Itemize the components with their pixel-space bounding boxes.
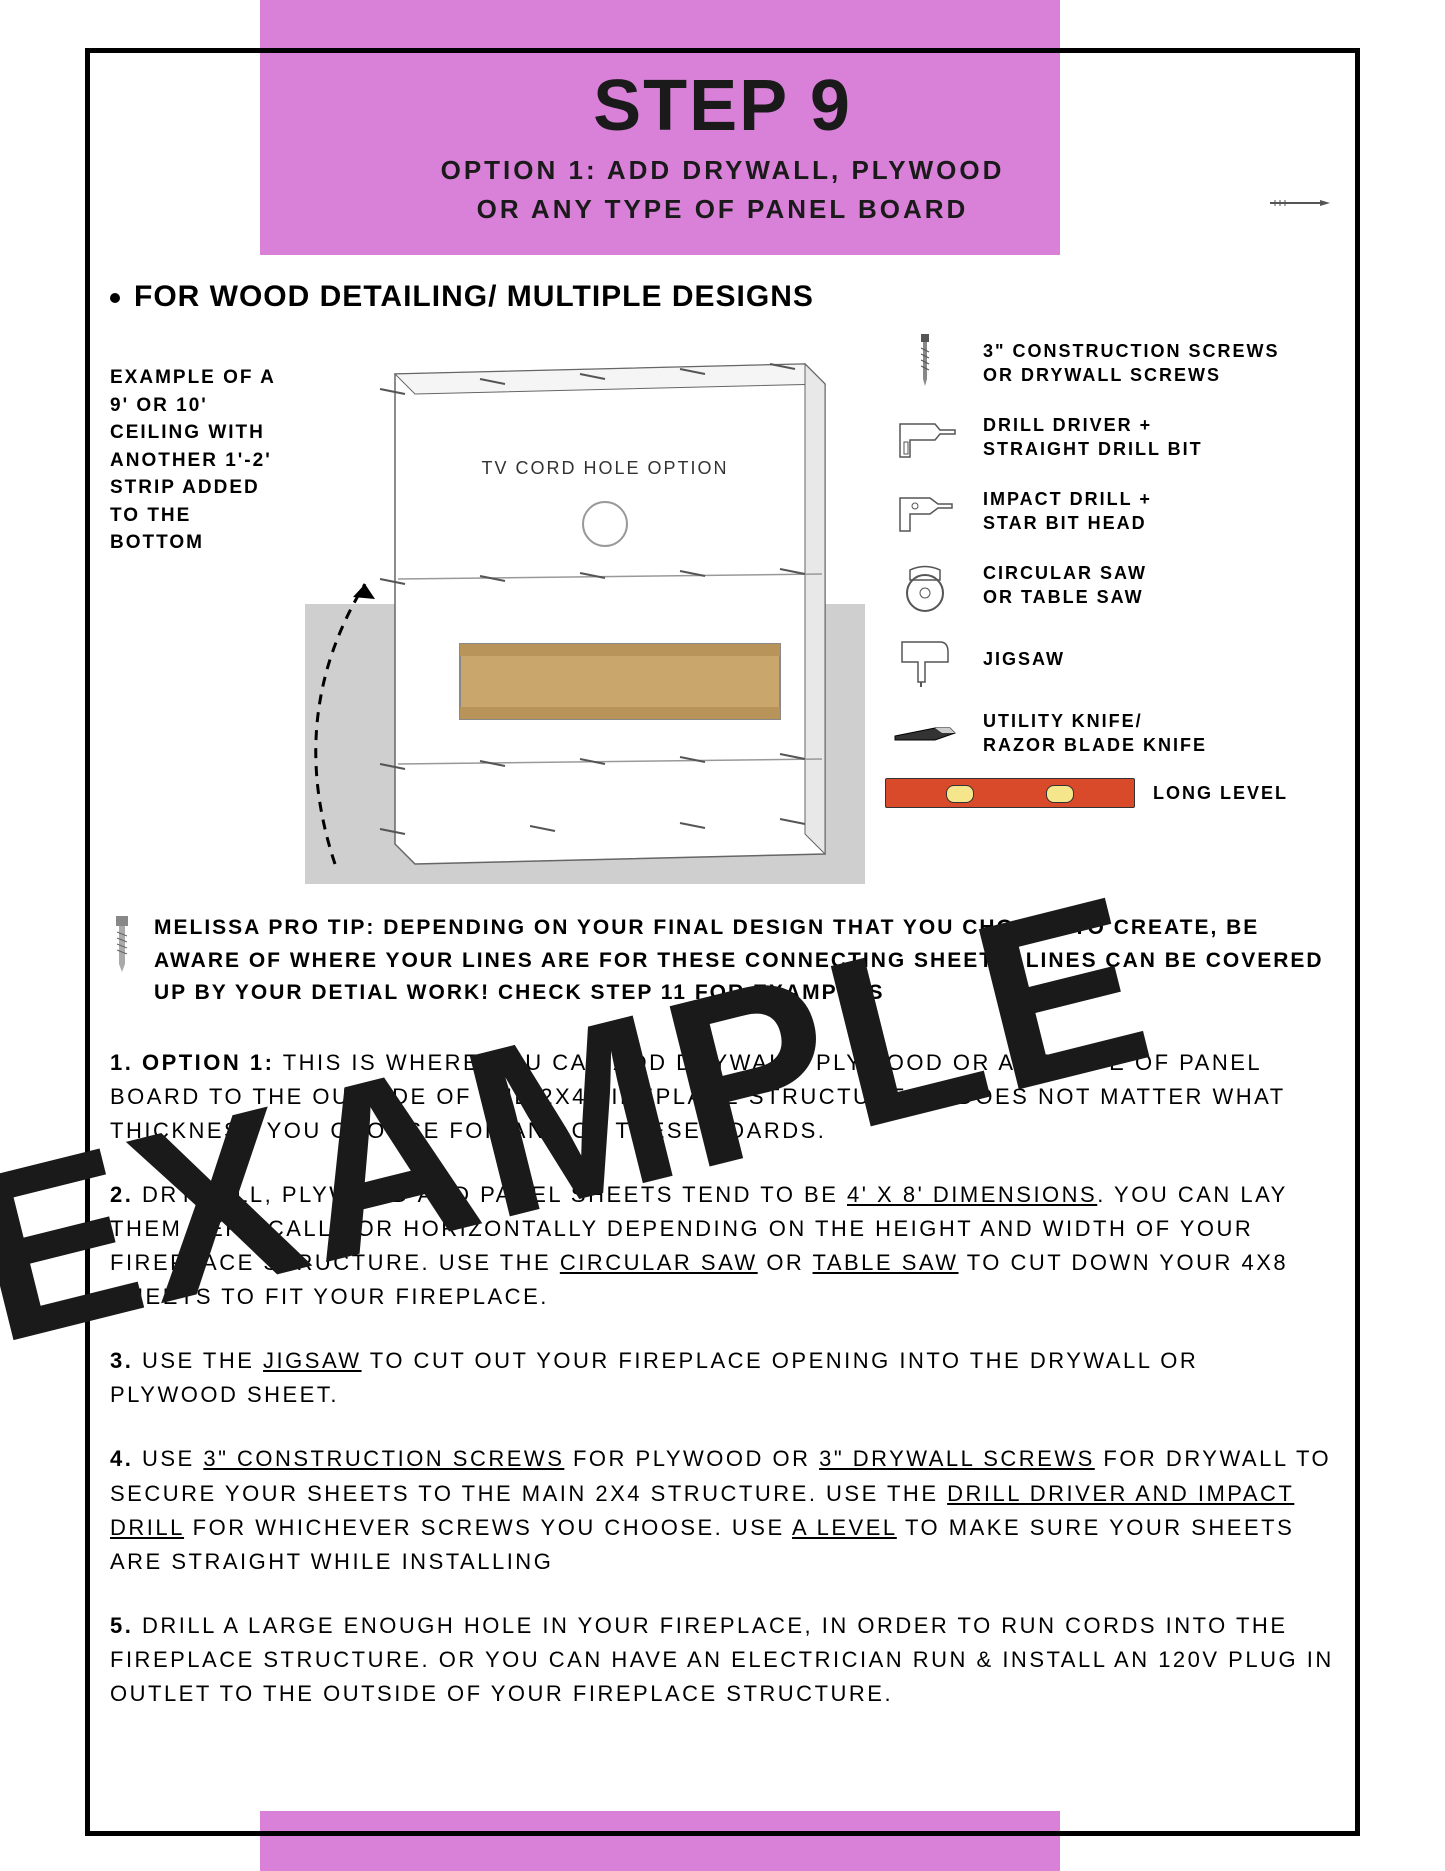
tool-impact-drill: IMPACT DRILL +STAR BIT HEAD <box>885 482 1335 540</box>
level-icon <box>885 778 1135 808</box>
tools-list: 3" CONSTRUCTION SCREWSOR DRYWALL SCREWS … <box>885 334 1335 884</box>
protip-text: MELISSA PRO TIP: DEPENDING ON YOUR FINAL… <box>154 912 1335 1010</box>
instructions: 1. OPTION 1: THIS IS WHERE YOU CAN ADD D… <box>110 1046 1335 1712</box>
tool-label: 3" CONSTRUCTION SCREWSOR DRYWALL SCREWS <box>983 339 1280 388</box>
option-label: OPTION 1: <box>441 155 598 185</box>
instruction-3: 3. USE THE JIGSAW TO CUT OUT YOUR FIREPL… <box>110 1344 1335 1412</box>
impact-drill-icon <box>885 482 965 540</box>
tool-label: CIRCULAR SAWOR TABLE SAW <box>983 561 1147 610</box>
diagram-label: TV CORD HOLE OPTION <box>481 458 728 478</box>
jigsaw-icon <box>885 630 965 688</box>
subtitle-text-1: ADD DRYWALL, PLYWOOD <box>607 155 1005 185</box>
section-title-text: FOR WOOD DETAILING/ MULTIPLE DESIGNS <box>134 280 814 313</box>
circular-saw-icon <box>885 556 965 614</box>
tool-level: LONG LEVEL <box>885 778 1335 808</box>
fireplace-diagram: TV CORD HOLE OPTION <box>305 334 865 884</box>
instruction-1: 1. OPTION 1: THIS IS WHERE YOU CAN ADD D… <box>110 1046 1335 1148</box>
tool-circular-saw: CIRCULAR SAWOR TABLE SAW <box>885 556 1335 614</box>
instruction-4: 4. USE 3" CONSTRUCTION SCREWS FOR PLYWOO… <box>110 1442 1335 1578</box>
content: FOR WOOD DETAILING/ MULTIPLE DESIGNS EXA… <box>110 280 1335 1741</box>
tool-label: IMPACT DRILL +STAR BIT HEAD <box>983 487 1152 536</box>
drill-driver-icon <box>885 408 965 466</box>
header: STEP 9 OPTION 1: ADD DRYWALL, PLYWOOD OR… <box>0 65 1445 225</box>
protip-screw-icon <box>110 912 140 1010</box>
step-title: STEP 9 <box>0 65 1445 147</box>
tool-label: DRILL DRIVER +STRAIGHT DRILL BIT <box>983 413 1203 462</box>
tool-label: UTILITY KNIFE/RAZOR BLADE KNIFE <box>983 709 1207 758</box>
tool-screws: 3" CONSTRUCTION SCREWSOR DRYWALL SCREWS <box>885 334 1335 392</box>
protip: MELISSA PRO TIP: DEPENDING ON YOUR FINAL… <box>110 912 1335 1010</box>
bullet-icon <box>110 293 120 303</box>
subtitle-line2: OR ANY TYPE OF PANEL BOARD <box>0 194 1445 225</box>
screw-icon <box>885 334 965 392</box>
page-container: STEP 9 OPTION 1: ADD DRYWALL, PLYWOOD OR… <box>0 0 1445 1871</box>
tool-drill-driver: DRILL DRIVER +STRAIGHT DRILL BIT <box>885 408 1335 466</box>
section-title: FOR WOOD DETAILING/ MULTIPLE DESIGNS <box>110 280 1335 314</box>
tool-label: JIGSAW <box>983 647 1065 671</box>
utility-knife-icon <box>885 704 965 762</box>
main-row: EXAMPLE OF A 9' OR 10' CEILING WITH ANOT… <box>110 334 1335 884</box>
tool-utility-knife: UTILITY KNIFE/RAZOR BLADE KNIFE <box>885 704 1335 762</box>
left-note: EXAMPLE OF A 9' OR 10' CEILING WITH ANOT… <box>110 334 285 884</box>
tool-label: LONG LEVEL <box>1153 781 1288 805</box>
subtitle-line1: OPTION 1: ADD DRYWALL, PLYWOOD <box>0 155 1445 186</box>
instruction-2: 2. DRYWALL, PLYWOOD AND PANEL SHEETS TEN… <box>110 1178 1335 1314</box>
instruction-5: 5. DRILL A LARGE ENOUGH HOLE IN YOUR FIR… <box>110 1609 1335 1711</box>
tool-jigsaw: JIGSAW <box>885 630 1335 688</box>
